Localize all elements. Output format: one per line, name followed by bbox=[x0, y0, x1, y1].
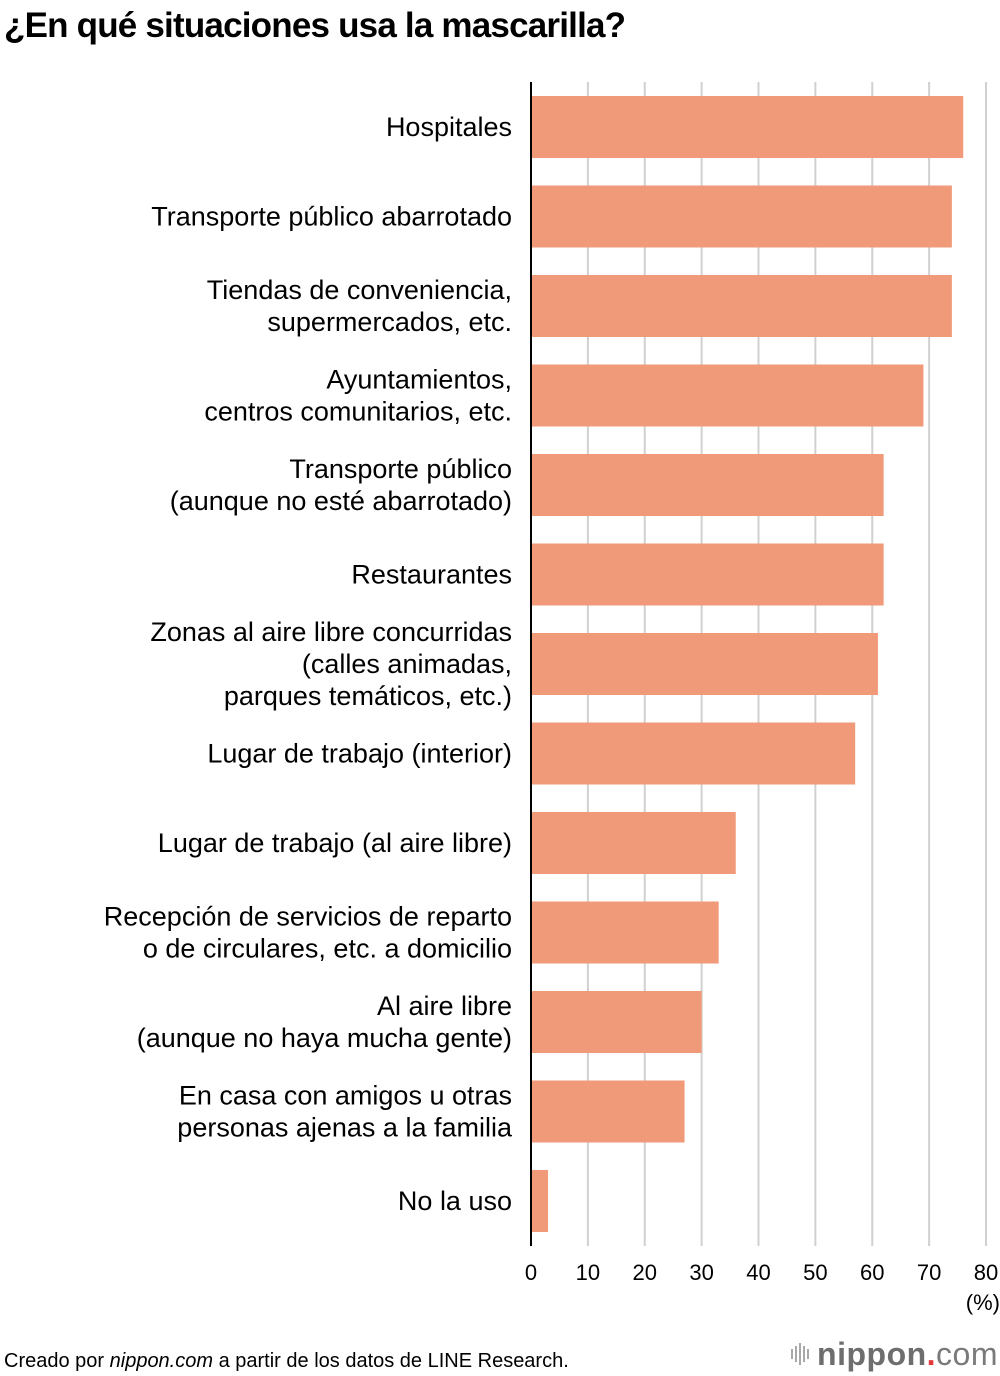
category-label: En casa con amigos u otras personas ajena… bbox=[177, 1081, 513, 1143]
category-label: Restaurantes bbox=[351, 560, 512, 590]
category-label: Hospitales bbox=[386, 112, 512, 142]
logo-tld: com bbox=[936, 1335, 998, 1372]
bar bbox=[531, 364, 924, 427]
category-label: Ayuntamientos, centros comunitarios, etc. bbox=[204, 365, 512, 427]
bar bbox=[531, 901, 719, 964]
credit-site: nippon.com bbox=[109, 1350, 214, 1372]
bar bbox=[531, 454, 884, 516]
x-tick-label: 30 bbox=[689, 1260, 713, 1285]
credit-suffix: a partir de los datos de LINE Research. bbox=[213, 1350, 569, 1372]
logo-name: nippon bbox=[817, 1335, 927, 1372]
x-tick-label: 40 bbox=[746, 1260, 770, 1285]
bar bbox=[531, 1170, 549, 1232]
bar bbox=[531, 185, 952, 248]
x-tick-label: 20 bbox=[633, 1260, 657, 1285]
bar-chart: Hospitales Transporte público abarrotado T… bbox=[104, 82, 1000, 1315]
bar bbox=[531, 633, 878, 695]
x-tick-label: 80 bbox=[974, 1260, 998, 1285]
bar bbox=[531, 812, 736, 874]
category-label: Al aire libre (aunque no haya mucha gente… bbox=[137, 991, 512, 1053]
x-tick-label: 10 bbox=[576, 1260, 600, 1285]
bar bbox=[531, 722, 856, 785]
x-tick-label: 0 bbox=[525, 1260, 537, 1285]
x-tick-label: 50 bbox=[803, 1260, 827, 1285]
source-credit: Creado por nippon.com a partir de los da… bbox=[4, 1348, 569, 1374]
nippon-logo: nippon.com bbox=[791, 1334, 998, 1374]
category-label: Transporte público abarrotado bbox=[151, 202, 512, 232]
category-label: Zonas al aire libre concurridas (calles a… bbox=[150, 617, 512, 711]
x-tick-label: 70 bbox=[917, 1260, 941, 1285]
x-axis-unit-label: (%) bbox=[966, 1290, 1000, 1315]
bar bbox=[531, 1080, 685, 1143]
bar bbox=[531, 275, 952, 337]
category-label: Tiendas de conveniencia, supermercados, e… bbox=[207, 275, 512, 337]
x-tick-label: 60 bbox=[860, 1260, 884, 1285]
bar bbox=[531, 991, 702, 1053]
category-label: Lugar de trabajo (interior) bbox=[207, 739, 512, 769]
category-label: Lugar de trabajo (al aire libre) bbox=[158, 828, 512, 858]
bar bbox=[531, 96, 964, 158]
sound-bars-icon bbox=[791, 1343, 810, 1365]
category-label: Transporte público (aunque no esté abarro… bbox=[170, 454, 512, 516]
credit-prefix: Creado por bbox=[4, 1350, 110, 1372]
logo-dot: . bbox=[926, 1335, 937, 1372]
category-label: No la uso bbox=[398, 1186, 512, 1216]
category-label: Recepción de servicios de reparto o de ci… bbox=[104, 902, 512, 964]
bar bbox=[531, 543, 884, 606]
chart-title: ¿En qué situaciones usa la mascarilla? bbox=[4, 6, 626, 45]
